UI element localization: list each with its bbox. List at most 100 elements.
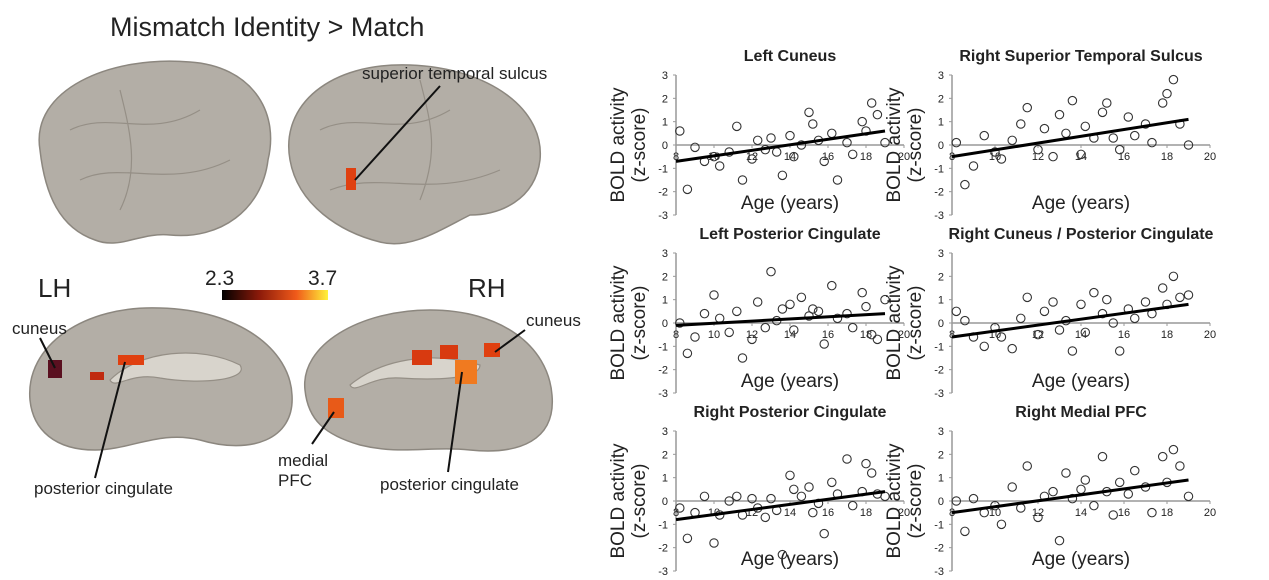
data-point [709, 538, 719, 548]
data-point [1007, 482, 1017, 492]
chart-title: Right Medial PFC [1015, 404, 1147, 421]
data-point [796, 292, 807, 303]
data-point [1140, 297, 1151, 307]
data-point [842, 137, 852, 148]
data-point [951, 306, 962, 317]
activation [346, 168, 356, 190]
data-point [690, 332, 700, 342]
data-point [699, 491, 710, 502]
data-point [1067, 346, 1078, 356]
data-point [1061, 468, 1071, 478]
x-tick-label: 14 [1075, 151, 1087, 163]
chart-title: Right Posterior Cingulate [694, 404, 887, 421]
y-tick-label: 3 [662, 248, 668, 260]
data-point [813, 306, 824, 317]
y-tick-label: -2 [658, 187, 668, 199]
data-point [747, 334, 757, 345]
data-point [847, 500, 858, 511]
y-axis-label: (z-score) [905, 286, 926, 361]
colorbar [222, 290, 328, 300]
data-point [1168, 271, 1179, 282]
data-point [777, 304, 788, 314]
y-axis-label: (z-score) [629, 108, 650, 183]
data-point [1097, 107, 1108, 118]
y-tick-label: -3 [658, 566, 668, 575]
data-point [1108, 133, 1119, 143]
y-tick-label: -2 [934, 543, 944, 555]
data-point [1147, 137, 1157, 148]
rh-lateral [288, 64, 541, 245]
data-point [760, 322, 771, 333]
data-point [714, 161, 725, 171]
data-point [842, 308, 852, 319]
data-point [1039, 123, 1050, 134]
data-point [1033, 144, 1043, 155]
data-point [675, 503, 685, 513]
trend-line [951, 117, 1189, 159]
trend-line [675, 312, 886, 327]
data-point [866, 468, 877, 478]
data-point [1183, 140, 1194, 150]
data-point [951, 137, 962, 148]
x-axis-label: Age (years) [1032, 371, 1130, 392]
data-point [760, 512, 771, 523]
leader-lines [39, 85, 526, 479]
data-point [785, 470, 795, 481]
data-point [1157, 283, 1168, 293]
data-point [732, 306, 742, 317]
x-tick-label: 18 [1161, 329, 1173, 341]
data-point [1168, 444, 1179, 455]
data-point [832, 175, 843, 185]
x-tick-label: 14 [784, 329, 796, 341]
x-axis-label: Age (years) [741, 193, 839, 214]
data-point [996, 154, 1007, 164]
x-tick-label: 20 [898, 329, 910, 341]
data-point [766, 493, 776, 504]
y-tick-label: 2 [662, 271, 668, 283]
x-tick-label: 8 [949, 329, 955, 341]
data-point [732, 491, 742, 502]
colorbar-min: 2.3 [205, 267, 234, 290]
data-point [819, 339, 829, 349]
data-point [872, 334, 883, 345]
y-tick-label: -2 [934, 187, 944, 199]
y-axis-label: BOLD activity [884, 265, 905, 381]
activation [328, 398, 344, 418]
data-point [789, 325, 799, 335]
data-point [1080, 121, 1091, 132]
data-point [1130, 130, 1140, 141]
activation [455, 360, 477, 384]
hemisphere-label: RH [468, 273, 506, 303]
x-tick-label: 16 [822, 507, 834, 519]
data-point [1183, 491, 1194, 502]
activation [412, 350, 432, 365]
data-point [827, 477, 837, 488]
data-point [1102, 98, 1112, 108]
y-tick-label: -3 [658, 388, 668, 400]
data-point [789, 484, 799, 495]
data-point [1022, 461, 1032, 471]
y-tick-label: 0 [938, 140, 944, 152]
y-tick-label: -3 [934, 210, 944, 222]
data-point [789, 151, 799, 162]
y-tick-label: -3 [934, 388, 944, 400]
brains [29, 60, 553, 452]
data-point [857, 287, 867, 298]
data-point [1076, 299, 1086, 310]
data-point [771, 147, 782, 157]
y-tick-label: 2 [938, 271, 944, 283]
y-tick-label: 1 [938, 473, 944, 485]
data-point [1080, 327, 1091, 338]
data-point [872, 109, 883, 120]
x-tick-label: 18 [860, 151, 872, 163]
data-point [1054, 109, 1065, 120]
x-tick-label: 8 [673, 329, 679, 341]
data-point [866, 98, 877, 108]
y-axis-label: BOLD activity [608, 265, 629, 381]
y-tick-label: 3 [662, 426, 668, 438]
y-tick-label: 3 [938, 248, 944, 260]
x-tick-label: 18 [1161, 151, 1173, 163]
data-point [827, 280, 837, 291]
data-point [724, 327, 734, 338]
activation [484, 343, 500, 357]
